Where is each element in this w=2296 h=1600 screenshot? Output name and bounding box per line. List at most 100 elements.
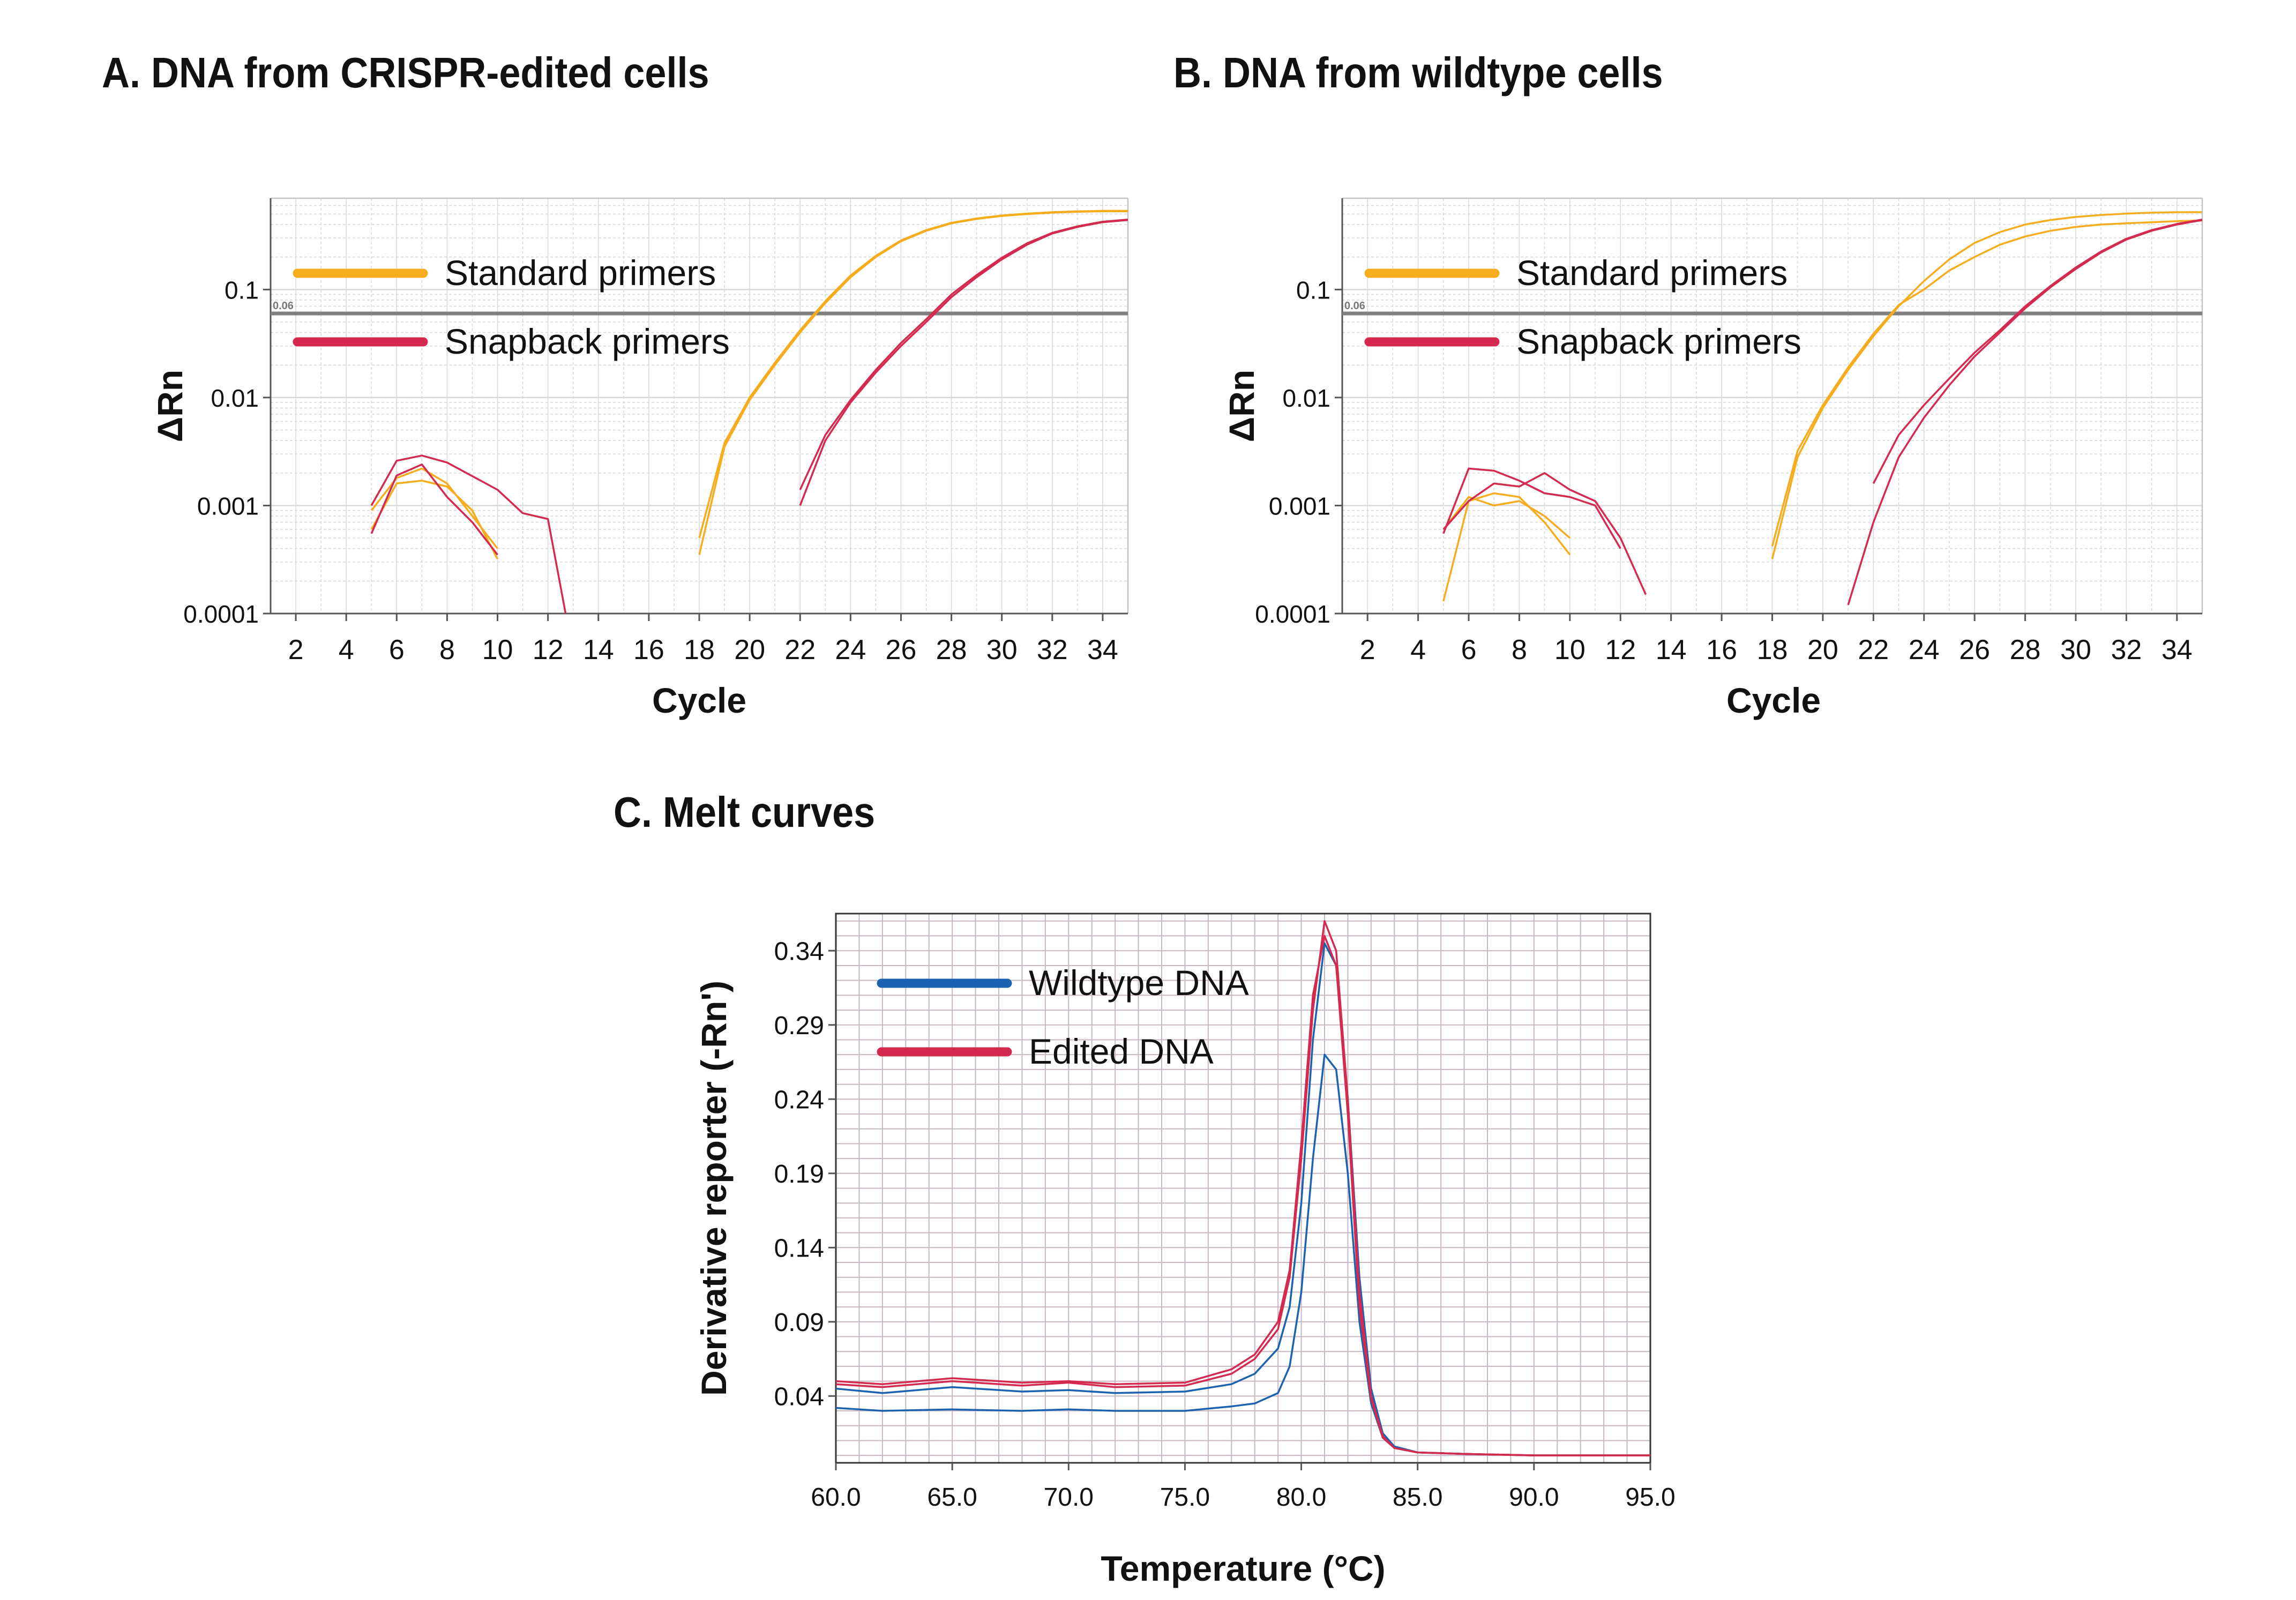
chart-c-series (836, 920, 1650, 1456)
series-line-standard (698, 210, 1128, 555)
y-tick-label: 0.0001 (1255, 600, 1330, 628)
legend-label: Wildtype DNA (1029, 963, 1249, 1003)
chart-a-x-ticks: 2 4 6 8 10 12 14 16 18 20 22 24 26 28 30 32 34 (288, 614, 1118, 666)
threshold-label: 0.06 (1344, 300, 1365, 312)
x-tick-label: 12 (533, 634, 564, 666)
chart-b-x-ticks: 2 4 6 8 10 12 14 16 18 20 22 24 26 28 30 32 34 (1360, 614, 2193, 666)
chart-b-legend: Standard primers Snapback primers (1364, 253, 1801, 361)
series-line-snapback (1872, 218, 2202, 484)
legend-label: Standard primers (445, 253, 716, 293)
y-axis-label: Derivative reporter (-Rn') (694, 981, 734, 1396)
y-axis-label: ΔRn (1222, 370, 1261, 442)
chart-a-legend: Standard primers Snapback primers (293, 253, 730, 361)
y-tick-label: 0.01 (211, 384, 259, 412)
x-axis-label: Cycle (1726, 681, 1821, 720)
x-tick-label: 6 (389, 634, 405, 666)
series-line-standard (1771, 219, 2202, 547)
x-tick-label: 10 (1554, 634, 1585, 666)
y-tick-label: 0.09 (774, 1309, 824, 1337)
x-tick-label: 32 (2111, 634, 2142, 666)
x-tick-label: 16 (633, 634, 664, 666)
y-axis-label: ΔRn (150, 370, 190, 442)
x-tick-label: 28 (936, 634, 967, 666)
x-tick-label: 4 (1410, 634, 1426, 666)
y-tick-label: 0.19 (774, 1160, 824, 1188)
x-tick-label: 14 (583, 634, 614, 666)
x-tick-label: 30 (986, 634, 1018, 666)
chart-a: 0.062 4 6 8 10 12 14 16 18 20 22 24 26 28 30 32 340.10.0… (150, 197, 1129, 720)
series-line-standard (698, 210, 1128, 539)
series-line-snapback (799, 218, 1128, 490)
x-axis-label: Cycle (652, 681, 746, 720)
x-tick-label: 26 (886, 634, 917, 666)
y-tick-label: 0.01 (1282, 384, 1330, 412)
series-line-wildtype (836, 942, 1650, 1456)
chart-c-y-ticks: 0.04 0.09 0.14 0.19 0.24 0.29 0.34 (774, 937, 836, 1411)
x-tick-label: 24 (835, 634, 866, 666)
y-tick-label: 0.04 (774, 1382, 824, 1411)
x-tick-label: 70.0 (1044, 1483, 1094, 1512)
x-tick-label: 12 (1605, 634, 1636, 666)
x-tick-label: 80.0 (1276, 1483, 1326, 1512)
y-tick-label: 0.24 (774, 1086, 824, 1114)
x-tick-label: 75.0 (1160, 1483, 1210, 1512)
series-line-snapback (370, 463, 498, 556)
y-tick-label: 0.1 (225, 276, 259, 304)
y-tick-label: 0.1 (1296, 276, 1330, 304)
y-tick-label: 0.34 (774, 937, 824, 966)
plot-frame (835, 913, 1651, 1464)
chart-b-y-ticks: 0.1 0.01 0.001 0.0001 (1255, 276, 1342, 628)
x-tick-label: 34 (1087, 634, 1118, 666)
legend-label: Edited DNA (1029, 1031, 1214, 1071)
series-line-wildtype (836, 1053, 1650, 1456)
x-tick-label: 22 (1858, 634, 1889, 666)
panel-b-title: B. DNA from wildtype cells (1173, 49, 1663, 96)
series-line-snapback (799, 219, 1128, 506)
series-line-standard (370, 480, 499, 560)
series-line-standard (1442, 496, 1571, 539)
x-tick-label: 22 (784, 634, 816, 666)
x-tick-label: 14 (1656, 634, 1687, 666)
chart-b-series (1442, 211, 2202, 605)
series-line-snapback (1442, 467, 1621, 549)
y-tick-label: 0.29 (774, 1012, 824, 1040)
legend-label: Snapback primers (445, 322, 730, 361)
y-tick-label: 0.001 (1269, 492, 1330, 520)
x-tick-label: 28 (2010, 634, 2041, 666)
x-tick-label: 8 (1512, 634, 1527, 666)
x-tick-label: 2 (288, 634, 304, 666)
x-tick-label: 85.0 (1393, 1483, 1442, 1512)
x-tick-label: 18 (1757, 634, 1788, 666)
x-tick-label: 16 (1706, 634, 1737, 666)
series-line-standard (1442, 492, 1571, 602)
legend-label: Standard primers (1516, 253, 1788, 293)
x-tick-label: 65.0 (927, 1483, 977, 1512)
x-tick-label: 60.0 (811, 1483, 861, 1512)
x-tick-label: 90.0 (1509, 1483, 1559, 1512)
x-tick-label: 2 (1360, 634, 1375, 666)
chart-a-series (370, 210, 1128, 614)
x-tick-label: 10 (482, 634, 513, 666)
x-tick-label: 30 (2060, 634, 2091, 666)
x-tick-label: 4 (339, 634, 354, 666)
chart-c: 60.0 65.0 70.0 75.0 80.0 85.0 90.0 95.0 0.04 0.09… (694, 913, 1676, 1588)
chart-c-legend: Wildtype DNA Edited DNA (877, 963, 1249, 1071)
y-tick-label: 0.14 (774, 1234, 824, 1262)
chart-c-x-ticks: 60.0 65.0 70.0 75.0 80.0 85.0 90.0 95.0 (811, 1463, 1676, 1512)
chart-b: 0.062 4 6 8 10 12 14 16 18 20 22 24 26 28 30 32 340.10.0… (1222, 197, 2203, 720)
threshold-label: 0.06 (273, 300, 294, 312)
chart-c-grid (835, 914, 1651, 1463)
series-line-snapback (370, 454, 567, 614)
series-line-standard (1771, 211, 2202, 559)
panel-c-title: C. Melt curves (614, 788, 876, 836)
x-tick-label: 34 (2162, 634, 2193, 666)
x-tick-label: 32 (1037, 634, 1068, 666)
series-line-snapback (1442, 472, 1647, 595)
y-tick-label: 0.001 (197, 492, 259, 520)
chart-b-grid (1342, 198, 2203, 615)
x-tick-label: 18 (684, 634, 715, 666)
series-line-edited (836, 934, 1650, 1456)
x-axis-label: Temperature (°C) (1101, 1549, 1385, 1588)
x-tick-label: 6 (1461, 634, 1477, 666)
